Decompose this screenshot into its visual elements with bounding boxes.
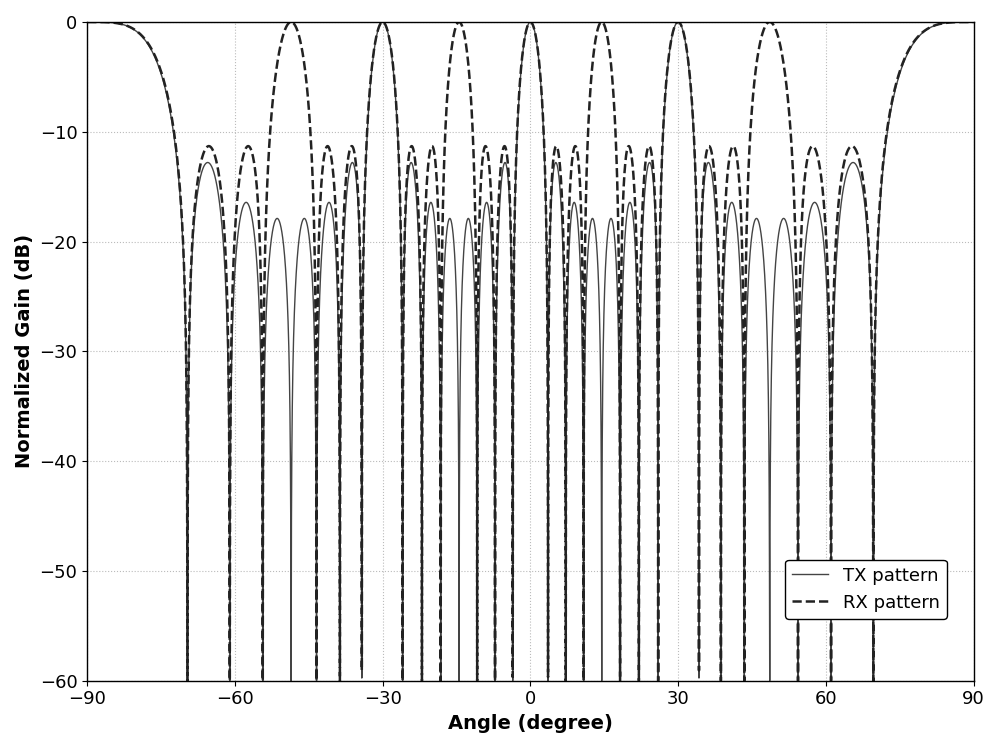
TX pattern (650, 247, 662, 256)
RX pattern (181, 676, 193, 685)
TX pattern (302, 225, 314, 234)
RX pattern (302, 95, 314, 104)
RX pattern (968, 17, 980, 26)
TX pattern (716, 369, 728, 378)
TX pattern (81, 17, 93, 26)
TX pattern (910, 35, 922, 44)
TX pattern (181, 676, 193, 685)
Legend: TX pattern, RX pattern: TX pattern, RX pattern (785, 560, 947, 619)
TX pattern (968, 17, 980, 26)
TX pattern (500, 162, 512, 171)
RX pattern (650, 238, 662, 247)
TX pattern (617, 267, 629, 276)
Y-axis label: Normalized Gain (dB): Normalized Gain (dB) (15, 234, 34, 468)
RX pattern (910, 34, 922, 43)
X-axis label: Angle (degree): Angle (degree) (448, 714, 613, 733)
Line: TX pattern: TX pattern (87, 22, 974, 681)
RX pattern (617, 190, 629, 199)
RX pattern (716, 334, 728, 343)
RX pattern (500, 147, 512, 156)
Line: RX pattern: RX pattern (87, 22, 974, 681)
RX pattern (81, 17, 93, 26)
